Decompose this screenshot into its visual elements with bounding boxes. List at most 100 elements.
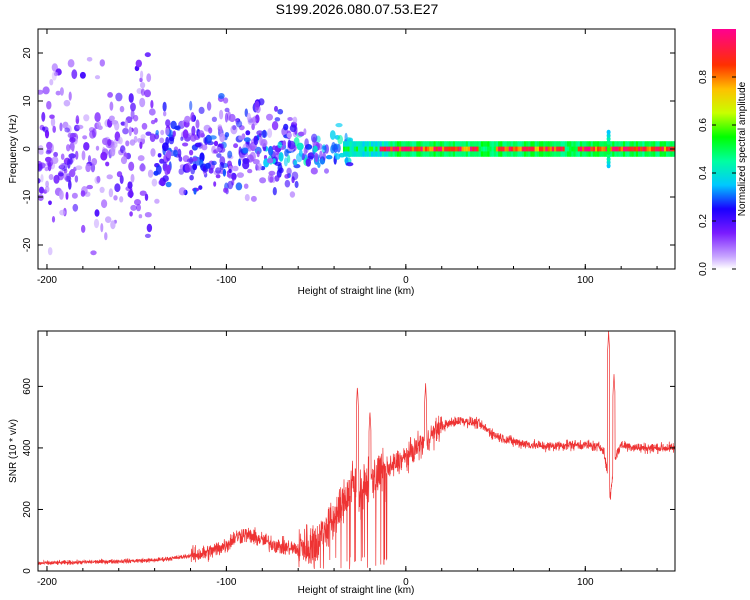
spectrogram-cell — [222, 168, 226, 177]
spectrogram-cell — [564, 146, 569, 152]
spectrogram-cell — [377, 146, 382, 152]
spectrogram-cell — [407, 146, 412, 152]
spectrogram-cell — [549, 146, 554, 152]
spectrogram-cell — [461, 146, 466, 152]
spectrogram-cell — [135, 59, 142, 68]
spectrogram-cell — [616, 146, 621, 152]
spectrogram-cell — [286, 167, 292, 176]
spectrogram-cell — [178, 168, 185, 175]
spectrogram-cell — [38, 194, 44, 201]
spectrogram-cell — [115, 92, 123, 102]
spectrogram-cell — [83, 142, 90, 151]
spectrogram-cell — [353, 146, 358, 152]
spectrogram-cell — [663, 146, 668, 152]
spectrogram-cell — [120, 156, 128, 165]
snr-series-line — [38, 331, 675, 570]
spectrogram-cell — [172, 130, 176, 137]
spectrogram-cell — [282, 140, 286, 147]
spectrogram-cell — [45, 150, 52, 155]
x-tick-label: -100 — [216, 577, 236, 588]
spectrogram-cell — [107, 92, 113, 98]
spectrogram-cell — [284, 174, 290, 179]
spectrogram-cell — [224, 112, 229, 123]
spectrogram-cell — [427, 146, 431, 152]
spectrogram-cell — [74, 175, 79, 183]
spectrogram-cell — [311, 133, 318, 143]
spectrogram-cell — [390, 146, 395, 152]
spectrogram-cell — [392, 146, 397, 152]
spectrogram-cell — [256, 163, 262, 171]
spectrogram-cell — [104, 232, 108, 241]
spectrogram-cell — [251, 123, 255, 131]
spectrogram-cell — [577, 146, 582, 152]
spectrogram-cell — [159, 158, 165, 164]
spectrogram-cell — [470, 146, 475, 152]
spectrogram-cell — [610, 146, 614, 152]
spectrogram-cell — [66, 144, 71, 152]
x-tick-label: 0 — [403, 275, 409, 286]
spectrogram-cell — [635, 146, 640, 152]
spectrogram-cell — [646, 146, 651, 152]
spectrogram-cell — [139, 163, 146, 172]
spectrogram-cell — [592, 146, 597, 152]
spectrogram-cell — [236, 120, 243, 128]
spectrogram-cell — [83, 114, 90, 122]
spectrogram-cell — [267, 157, 274, 164]
spectrogram-cell — [335, 123, 343, 128]
spectrogram-cell — [112, 119, 118, 126]
spectrogram-cell — [325, 155, 333, 160]
spectrogram-cell — [38, 145, 44, 155]
spectrogram-cell — [114, 183, 121, 193]
spectrogram-cell — [165, 181, 172, 188]
spectrogram-cell — [368, 146, 373, 152]
spectrogram-cell — [105, 216, 112, 224]
spectrogram-cell — [422, 146, 427, 152]
spectrogram-cell — [68, 179, 72, 190]
spectrogram-cell — [150, 100, 154, 109]
spectrogram-cell — [644, 146, 649, 152]
spectrogram-cell — [55, 90, 61, 96]
spectrogram-cell — [219, 132, 226, 143]
spectrogram-cell — [50, 117, 56, 127]
spectrogram-cell — [86, 184, 93, 190]
spectrogram-cell — [47, 161, 52, 172]
snr-x-label: Height of straight line (km) — [298, 585, 415, 596]
spectrogram-cell — [96, 121, 102, 129]
spectrogram-cell — [364, 146, 369, 152]
spectrogram-cell — [93, 218, 100, 229]
spectrogram-cell — [515, 146, 520, 152]
spectrogram-cell — [144, 212, 152, 218]
spectrogram-cell — [314, 152, 319, 163]
spectrogram-cell — [384, 146, 388, 152]
spectrogram-cell — [94, 75, 101, 80]
spectrogram-cell — [661, 146, 666, 152]
spectrogram-cell — [457, 146, 462, 152]
spectrogram-cell — [416, 146, 421, 152]
snr-y-label: SNR (10 * v/v) — [8, 419, 19, 483]
spectrogram-cell — [261, 130, 268, 139]
spectrogram-cell — [219, 109, 224, 120]
spectrogram-cell — [483, 146, 487, 152]
spectrogram-cell — [545, 146, 550, 152]
spectrogram-cell — [358, 146, 363, 152]
spectrogram-cell — [294, 180, 299, 189]
spectrogram-cell — [157, 153, 162, 158]
spectrogram-cell — [59, 87, 64, 96]
spectrogram-cell — [151, 178, 158, 187]
x-tick-label: 100 — [577, 275, 594, 286]
spectrogram-cell — [418, 146, 423, 152]
spectrogram-cell — [249, 145, 256, 150]
spectrogram-cell — [293, 159, 298, 166]
spectrogram-cell — [371, 146, 375, 152]
spectrogram-cell — [243, 137, 251, 143]
spectrogram-cell — [130, 173, 135, 183]
spectrogram-cell — [140, 88, 145, 96]
spectrogram-cell — [403, 146, 408, 152]
spectrogram-cell — [223, 97, 229, 104]
spectrogram-cell — [45, 180, 49, 188]
spectrogram-cell — [105, 161, 110, 167]
spectrogram-cell — [116, 171, 123, 178]
spectrogram-cell — [399, 146, 403, 152]
spectrogram-cell — [128, 161, 135, 171]
